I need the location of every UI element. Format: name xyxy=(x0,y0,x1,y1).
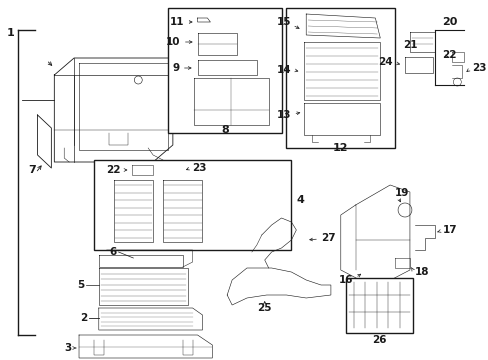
Text: 26: 26 xyxy=(371,335,386,345)
Text: 8: 8 xyxy=(221,125,228,135)
Bar xyxy=(345,278,412,333)
Text: 18: 18 xyxy=(414,267,428,277)
Text: 3: 3 xyxy=(64,343,71,353)
Bar xyxy=(286,8,394,148)
Text: 10: 10 xyxy=(166,37,181,47)
Text: 12: 12 xyxy=(332,143,348,153)
Text: 21: 21 xyxy=(402,40,416,50)
Text: 16: 16 xyxy=(339,275,353,285)
Text: 17: 17 xyxy=(442,225,456,235)
Text: 7: 7 xyxy=(29,165,37,175)
Text: 9: 9 xyxy=(172,63,180,73)
Bar xyxy=(94,160,291,250)
Text: 25: 25 xyxy=(257,303,271,313)
Text: 23: 23 xyxy=(192,163,207,173)
Text: 5: 5 xyxy=(77,280,84,290)
Text: 13: 13 xyxy=(276,110,291,120)
Text: 14: 14 xyxy=(276,65,291,75)
Text: 6: 6 xyxy=(109,247,116,257)
Text: 23: 23 xyxy=(471,63,486,73)
Text: 11: 11 xyxy=(170,17,184,27)
Text: 2: 2 xyxy=(80,313,87,323)
Text: 24: 24 xyxy=(378,57,392,67)
Bar xyxy=(167,8,281,133)
Text: 1: 1 xyxy=(7,28,15,38)
Text: 27: 27 xyxy=(321,233,335,243)
Text: 22: 22 xyxy=(442,50,456,60)
Text: 20: 20 xyxy=(441,17,456,27)
Text: 4: 4 xyxy=(296,195,304,205)
Text: 15: 15 xyxy=(276,17,291,27)
Text: 19: 19 xyxy=(394,188,408,198)
Text: 22: 22 xyxy=(106,165,120,175)
